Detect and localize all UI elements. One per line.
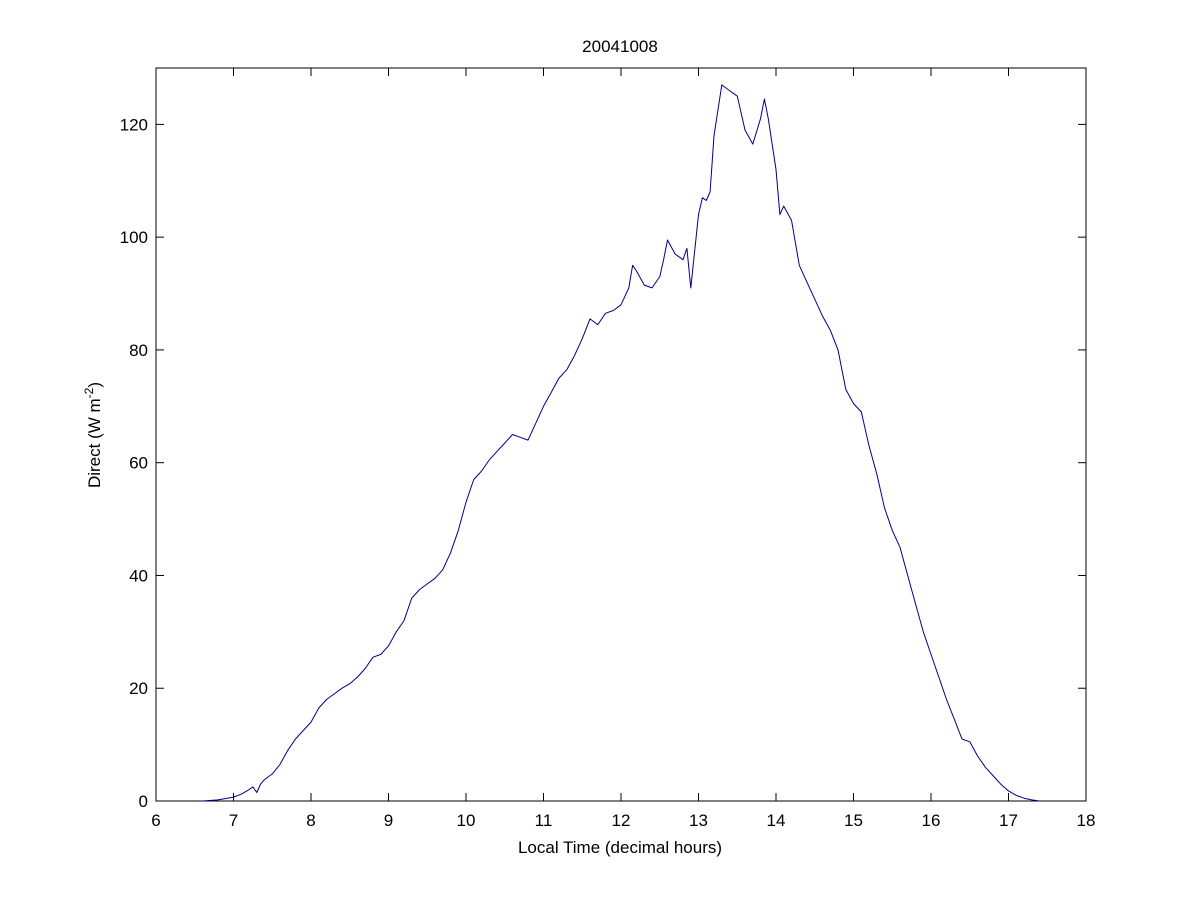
x-axis-ticks: 6 7 8 9 10 11 12 13 14 15 16 17 18 bbox=[151, 68, 1095, 830]
x-tick-label: 17 bbox=[999, 811, 1018, 830]
x-tick-label: 13 bbox=[689, 811, 708, 830]
y-tick-label: 20 bbox=[129, 679, 148, 698]
y-tick-label: 100 bbox=[120, 228, 148, 247]
y-tick-label: 40 bbox=[129, 566, 148, 585]
y-tick-label: 0 bbox=[139, 792, 148, 811]
y-tick-label: 80 bbox=[129, 341, 148, 360]
x-tick-label: 12 bbox=[612, 811, 631, 830]
x-tick-label: 9 bbox=[384, 811, 393, 830]
y-axis-label-main: Direct (W m bbox=[85, 398, 104, 488]
x-tick-label: 8 bbox=[306, 811, 315, 830]
x-tick-label: 6 bbox=[151, 811, 160, 830]
series-line bbox=[202, 84, 1040, 802]
x-tick-label: 11 bbox=[535, 811, 553, 830]
chart-title: 20041008 bbox=[582, 37, 658, 56]
y-tick-label: 60 bbox=[129, 454, 148, 473]
y-axis-ticks: 0 20 40 60 80 100 120 bbox=[120, 115, 1086, 811]
x-tick-label: 7 bbox=[229, 811, 238, 830]
x-tick-label: 16 bbox=[922, 811, 941, 830]
y-axis-label-superscript: -2 bbox=[82, 387, 96, 398]
y-tick-label: 120 bbox=[120, 115, 148, 134]
x-tick-label: 14 bbox=[767, 811, 786, 830]
x-tick-label: 10 bbox=[457, 811, 476, 830]
y-axis-label-close: ) bbox=[85, 382, 104, 388]
plot-area: 6 7 8 9 10 11 12 13 14 15 16 17 18 0 20 40 60 80 100 120 bbox=[120, 67, 1095, 830]
x-tick-label: 15 bbox=[844, 811, 863, 830]
x-axis-label: Local Time (decimal hours) bbox=[518, 838, 722, 857]
y-axis-label: Direct (W m-2) bbox=[82, 382, 104, 488]
x-tick-label: 18 bbox=[1077, 811, 1096, 830]
